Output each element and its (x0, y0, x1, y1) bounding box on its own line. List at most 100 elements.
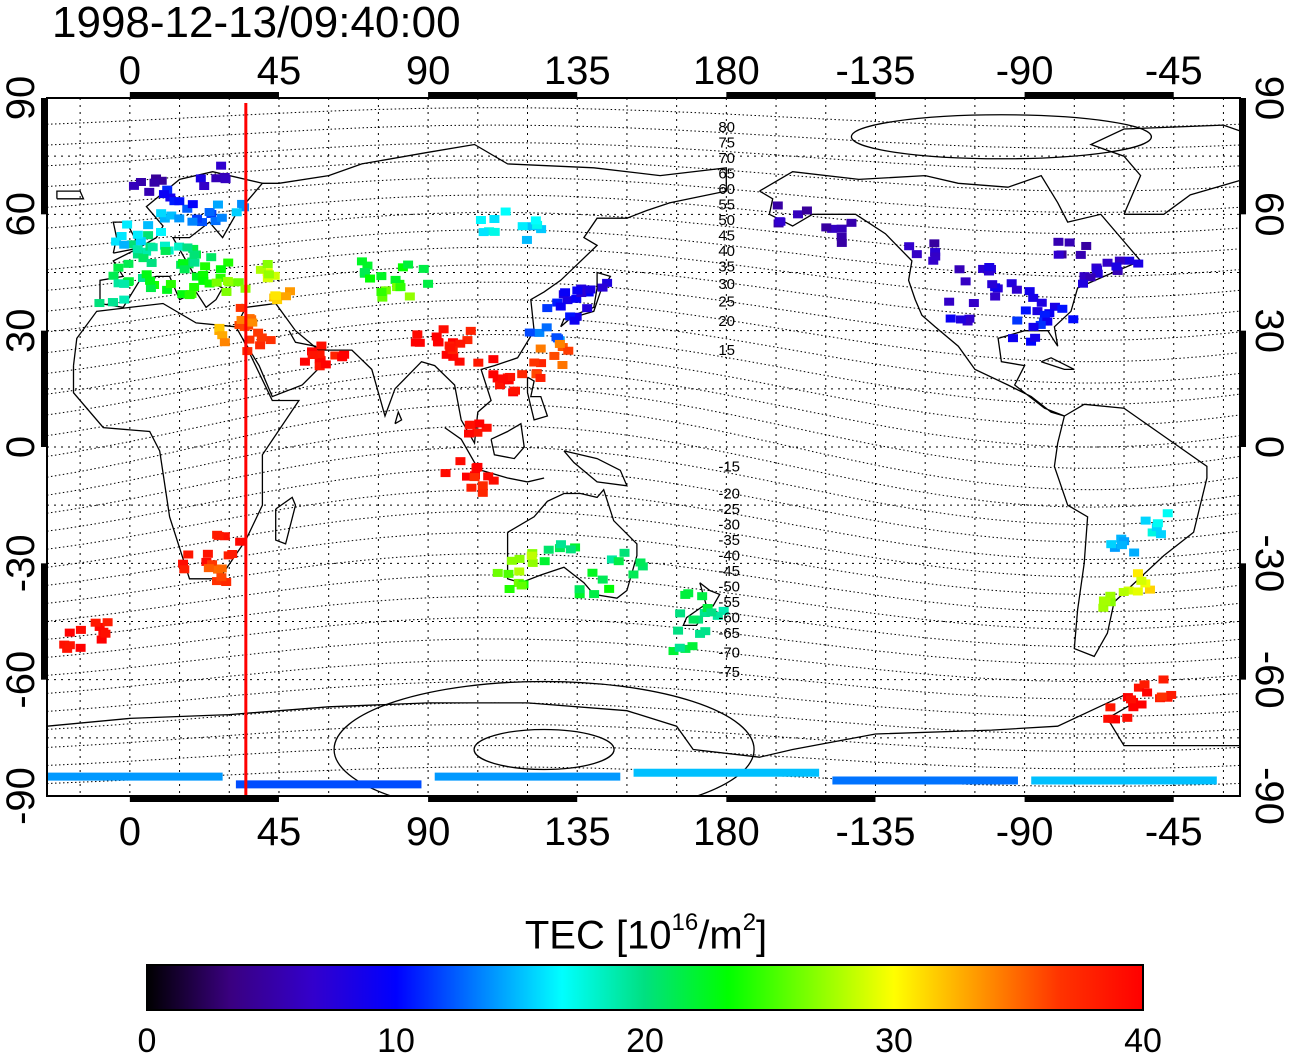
tec-cell (1133, 259, 1144, 268)
tec-cell (128, 181, 139, 190)
tec-cell (438, 325, 449, 334)
tec-cell (448, 352, 459, 361)
contour-label: -35 (718, 532, 740, 549)
tec-cell (472, 462, 483, 471)
tec-cell (132, 230, 143, 239)
contour-line (47, 351, 1240, 427)
tec-cell (1020, 306, 1031, 315)
tec-cell (59, 640, 70, 649)
contour-label: 35 (718, 259, 735, 276)
tec-cell (200, 262, 211, 271)
tec-cell (504, 585, 515, 594)
tec-cell (587, 568, 598, 577)
tec-cell (597, 575, 608, 584)
tec-cell (987, 280, 998, 289)
tec-cell (412, 330, 423, 339)
tec-cell (231, 208, 242, 217)
tec-cell (262, 259, 273, 268)
tec-cell (223, 258, 234, 267)
tec-cell (562, 296, 573, 305)
tec-cell (464, 429, 475, 438)
y-tick-label-left: 30 (0, 308, 43, 353)
tec-cell (484, 227, 495, 236)
tec-cell (772, 201, 783, 210)
tec-cell (602, 278, 613, 287)
tec-cell (506, 556, 517, 565)
tec-cell (265, 336, 276, 345)
contour-line (47, 659, 1240, 700)
tec-cell (404, 292, 415, 301)
tec-cell (271, 291, 282, 300)
tec-cell (1036, 298, 1047, 307)
tec-cell (201, 557, 212, 566)
tec-cell (221, 287, 232, 296)
tec-cell (1105, 598, 1116, 607)
tec-cell (216, 564, 227, 573)
tec-cell (836, 238, 847, 247)
tec-cell (571, 294, 582, 303)
tec-cell (1064, 238, 1075, 247)
contour-line (47, 702, 1240, 735)
tec-cell (464, 420, 475, 429)
coastline (699, 582, 721, 607)
tec-cell (697, 592, 708, 601)
frame-segment (428, 796, 578, 802)
coastline (526, 376, 549, 421)
tec-cell (219, 338, 230, 347)
tec-cell (182, 204, 193, 213)
tec-cell (956, 315, 967, 324)
tec-cell (960, 277, 971, 286)
tec-cell (702, 603, 713, 612)
tec-cell (1128, 703, 1139, 712)
tec-cell (178, 559, 189, 568)
tec-cell (234, 321, 245, 330)
tec-cell (356, 257, 367, 266)
tec-cell (1122, 713, 1133, 722)
tec-cell (524, 328, 535, 337)
coastline (72, 302, 301, 580)
tec-cell (233, 278, 244, 287)
tec-cell (214, 323, 225, 332)
tec-cell (1100, 597, 1111, 606)
coastline (1053, 403, 1208, 658)
tec-cell (574, 585, 585, 594)
map-title: 1998-12-13/09:40:00 (52, 0, 461, 47)
tec-cell (395, 283, 406, 292)
tec-cell (1053, 250, 1064, 259)
tec-cell (489, 215, 500, 224)
tec-cell (135, 177, 146, 186)
tec-cell (212, 200, 223, 209)
frame-segment (428, 92, 578, 98)
tec-cell (1098, 603, 1109, 612)
tec-cell (1081, 241, 1092, 250)
tec-cell (574, 590, 585, 599)
contour-line (47, 124, 1240, 149)
tec-cell (397, 263, 408, 272)
tec-cell (179, 565, 190, 574)
tec-cell (535, 373, 546, 382)
tec-cell (132, 250, 143, 259)
frame-segment (726, 796, 876, 802)
colorbar: 0 10 20 30 40 (138, 964, 1162, 1057)
tec-cell (143, 231, 154, 240)
tec-cell (307, 351, 318, 360)
tec-cell (433, 338, 444, 347)
x-tick-label-bottom: 135 (544, 810, 611, 854)
colorbar-tick-label: 20 (626, 1022, 664, 1057)
tec-cell (100, 629, 111, 638)
tec-cell (316, 341, 327, 350)
tec-cell (151, 174, 162, 183)
tec-cell (187, 217, 198, 226)
tec-cell (1092, 265, 1103, 274)
tec-cell (483, 472, 494, 481)
frame-segment (41, 98, 47, 215)
x-tick-label-top: -45 (1145, 49, 1203, 93)
tec-cell (928, 256, 939, 265)
tec-cell (1075, 250, 1086, 259)
x-tick-label-bottom: 45 (257, 810, 302, 854)
x-tick-label-top: -90 (996, 49, 1054, 93)
tec-cell (244, 335, 255, 344)
tec-cell (1112, 266, 1123, 275)
contour-label: -60 (718, 610, 740, 627)
